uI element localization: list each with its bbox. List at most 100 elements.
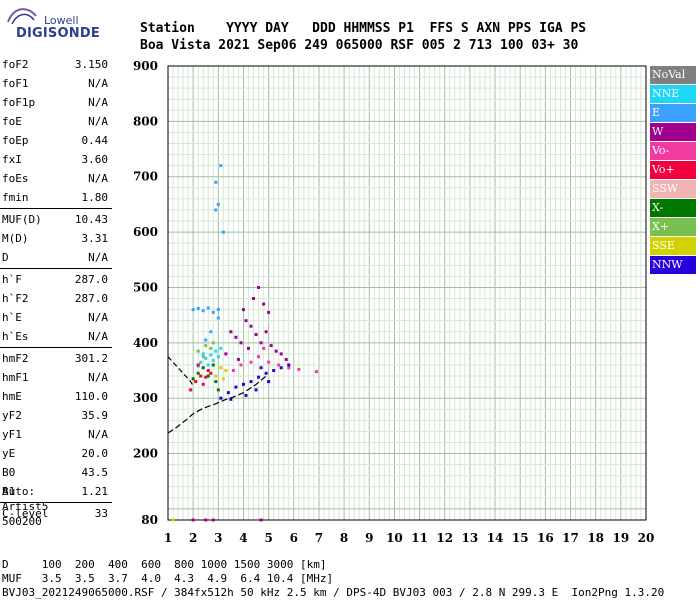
data-point [211,341,215,345]
logo-name: Lowell [44,14,79,27]
data-point [249,380,253,384]
data-point [214,374,218,378]
param-label: MUF(D) [2,213,42,226]
station-header: Station YYYY DAY DDD HHMMSS P1 FFS S AXN… [140,20,586,54]
data-point [211,310,215,314]
polarization-legend: NoVal NNE E W Vo- Vo+ SSW X- X+ SSE NNW [650,66,696,275]
data-point [201,309,205,313]
data-point [249,360,253,364]
scaled-parameters-panel: foF2 3.150 foF1 N/A foF1p N/A foE N/A foEp 0.44 fx… [0,56,112,524]
data-point [267,380,271,384]
data-point [191,518,195,522]
param-label: M(D) [2,232,29,245]
data-point [264,371,268,375]
data-point [231,369,235,373]
data-point [219,396,223,400]
param-value: N/A [88,77,108,90]
param-value: 3.60 [81,153,109,166]
data-point [211,359,215,363]
param-value: N/A [88,428,108,441]
param-label: B0 [2,466,16,479]
data-point [297,367,301,371]
data-point [257,285,261,289]
param-group-muf: MUF(D) 10.43 M(D) 3.31 D N/A [0,211,112,268]
param-row: foEs N/A [0,170,112,189]
data-point [206,363,210,367]
data-point [199,360,203,364]
param-label: hmF1 [2,371,29,384]
param-value: 1.21 [81,485,109,498]
y-tick-label: 500 [133,280,158,294]
data-point [216,316,220,320]
param-value: N/A [88,172,108,185]
data-point [216,202,220,206]
data-point [196,349,200,353]
param-value: 1.80 [81,191,109,204]
y-tick-label: 400 [133,336,158,350]
data-point [244,393,248,397]
param-row: yF1 N/A [0,426,112,445]
x-tick-label: 19 [612,531,629,545]
data-point [274,349,278,353]
data-point [241,382,245,386]
param-value: 287.0 [74,292,108,305]
data-point [259,366,263,370]
param-group-profile: hmF2 301.2 hmF1 N/A hmE 110.0 yF2 35.9 yF1 N/A yE 2… [0,350,112,502]
param-value: 287.0 [74,273,108,286]
x-tick-label: 6 [290,531,298,545]
data-point [254,333,258,337]
data-point [259,341,263,345]
x-tick-label: 15 [512,531,529,545]
lower-curve [167,356,194,387]
data-point [314,370,318,374]
legend-item: Vo+ [650,161,696,179]
grid-layer [167,65,647,520]
curve-layer [167,356,267,434]
x-tick-label: 20 [638,531,655,545]
data-point [201,352,205,356]
param-label: hmE [2,390,22,403]
param-label: fxI [2,153,22,166]
param-row: B0 43.5 [0,464,112,483]
data-point [239,363,243,367]
data-point [229,330,233,334]
data-point [191,308,195,312]
data-point [196,307,200,311]
param-row: foF1p N/A [0,94,112,113]
x-tick-label: 2 [189,531,197,545]
y-tick-label: 900 [133,59,158,73]
data-point [262,346,266,350]
param-label: yE [2,447,16,460]
data-point [259,518,263,522]
param-row: fmin 1.80 [0,189,112,208]
legend-item: X+ [650,218,696,236]
data-point [201,382,205,386]
legend-item: X- [650,199,696,217]
y-tick-label: 80 [141,513,158,527]
data-point [214,208,218,212]
param-value: N/A [88,311,108,324]
param-row: M(D) 3.31 [0,230,112,249]
data-point [224,352,228,356]
param-value: 110.0 [74,390,108,403]
footer-muf-row: MUF 3.5 3.5 3.7 4.0 4.3 4.9 6.4 10.4 [MH… [2,572,334,585]
param-label: h`E [2,311,22,324]
param-label: foEp [2,134,29,147]
param-row: h`Es N/A [0,328,112,347]
data-point [226,391,230,395]
param-value: N/A [88,115,108,128]
y-tick-labels: 80 200 300 400 500 600 700 800 900 [133,59,158,527]
param-label: foF1p [2,96,36,109]
data-point [211,518,215,522]
param-row: h`F2 287.0 [0,290,112,309]
data-point [171,518,175,522]
param-label: C-level [2,507,49,520]
param-value: 10.43 [74,213,108,226]
param-row: hmE 110.0 [0,388,112,407]
data-point [287,366,291,370]
data-point [244,319,248,323]
data-point [264,330,268,334]
data-point [189,388,193,392]
data-point [277,363,281,367]
data-point [209,371,213,375]
